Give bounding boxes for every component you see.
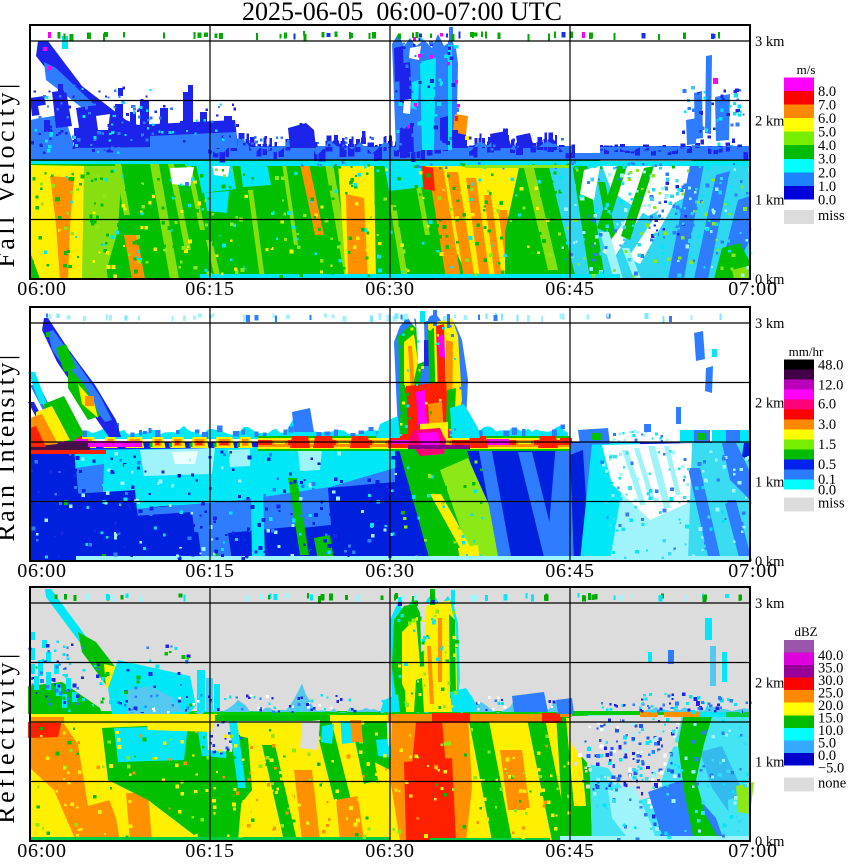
svg-text:06:00: 06:00 — [17, 278, 67, 300]
svg-text:7.0: 7.0 — [818, 98, 836, 114]
svg-text:06:45: 06:45 — [545, 560, 595, 582]
svg-text:06:00: 06:00 — [17, 840, 67, 862]
svg-text:06:45: 06:45 — [545, 278, 595, 300]
svg-text:−5.0: −5.0 — [818, 761, 844, 777]
svg-text:30.0: 30.0 — [818, 673, 843, 689]
svg-text:2025-06-05 06:00-07:00 UTC: 2025-06-05 06:00-07:00 UTC — [242, 0, 562, 26]
svg-text:07:00: 07:00 — [728, 278, 778, 300]
svg-text:06:30: 06:30 — [365, 840, 415, 862]
svg-text:10.0: 10.0 — [818, 723, 843, 739]
svg-text:06:00: 06:00 — [17, 560, 67, 582]
svg-text:6.0: 6.0 — [818, 397, 836, 413]
svg-text:m/s: m/s — [797, 62, 816, 77]
svg-text:06:15: 06:15 — [185, 278, 235, 300]
svg-text:3.0: 3.0 — [818, 417, 836, 433]
svg-text:miss: miss — [818, 496, 845, 512]
svg-text:0 km: 0 km — [755, 554, 785, 570]
svg-text:0.0: 0.0 — [818, 748, 836, 764]
svg-text:0.0: 0.0 — [818, 192, 836, 208]
svg-text:0.1: 0.1 — [818, 472, 836, 488]
svg-text:3 km: 3 km — [755, 596, 785, 612]
svg-text:0.0: 0.0 — [818, 483, 836, 499]
svg-text:dBZ: dBZ — [794, 624, 817, 639]
svg-text:1.5: 1.5 — [818, 437, 836, 453]
svg-text:20.0: 20.0 — [818, 698, 843, 714]
svg-text:3 km: 3 km — [755, 34, 785, 50]
svg-text:35.0: 35.0 — [818, 661, 843, 677]
svg-text:48.0: 48.0 — [818, 358, 843, 374]
svg-text:6.0: 6.0 — [818, 111, 836, 127]
svg-text:8.0: 8.0 — [818, 84, 836, 100]
svg-text:2 km: 2 km — [755, 395, 785, 411]
svg-text:1 km: 1 km — [755, 475, 785, 491]
svg-text:06:15: 06:15 — [185, 840, 235, 862]
svg-text:12.0: 12.0 — [818, 378, 843, 394]
svg-text:15.0: 15.0 — [818, 711, 843, 727]
svg-text:1 km: 1 km — [755, 193, 785, 209]
svg-text:5.0: 5.0 — [818, 125, 836, 141]
svg-text:0 km: 0 km — [755, 272, 785, 288]
svg-text:07:00: 07:00 — [728, 840, 778, 862]
svg-text:4.0: 4.0 — [818, 138, 836, 154]
svg-text:2 km: 2 km — [755, 113, 785, 129]
svg-text:Rain Intensity|: Rain Intensity| — [0, 352, 20, 541]
svg-text:none: none — [818, 776, 846, 792]
svg-text:miss: miss — [818, 208, 845, 224]
svg-text:Fall Velocity|: Fall Velocity| — [0, 80, 20, 267]
svg-text:06:30: 06:30 — [365, 560, 415, 582]
svg-text:1 km: 1 km — [755, 755, 785, 771]
svg-text:1.0: 1.0 — [818, 179, 836, 195]
svg-text:0 km: 0 km — [755, 834, 785, 850]
svg-text:40.0: 40.0 — [818, 648, 843, 664]
svg-text:2 km: 2 km — [755, 675, 785, 691]
svg-text:3.0: 3.0 — [818, 152, 836, 168]
svg-text:2.0: 2.0 — [818, 165, 836, 181]
svg-text:5.0: 5.0 — [818, 736, 836, 752]
svg-text:25.0: 25.0 — [818, 686, 843, 702]
svg-text:06:45: 06:45 — [545, 840, 595, 862]
svg-text:3 km: 3 km — [755, 316, 785, 332]
svg-text:Reflectivity|: Reflectivity| — [0, 650, 20, 823]
svg-text:07:00: 07:00 — [728, 560, 778, 582]
svg-text:06:15: 06:15 — [185, 560, 235, 582]
svg-text:0.5: 0.5 — [818, 457, 836, 473]
svg-text:06:30: 06:30 — [365, 278, 415, 300]
svg-text:mm/hr: mm/hr — [789, 344, 824, 359]
